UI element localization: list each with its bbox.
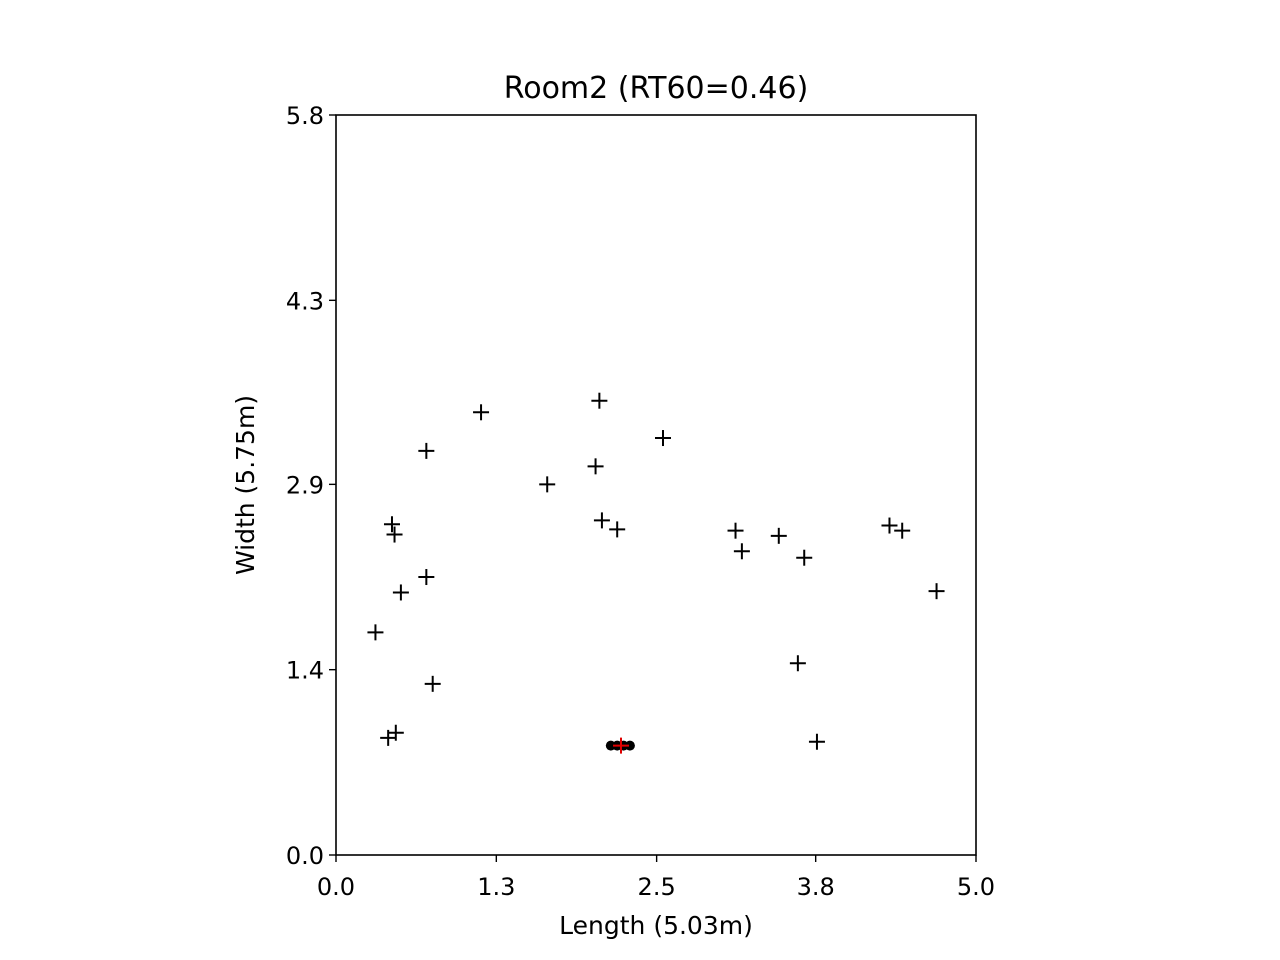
plus-point [654,430,671,447]
plus-point [593,512,610,529]
plus-point [591,392,608,409]
y-axis-label: Width (5.75m) [231,395,260,575]
plus-point [770,527,787,544]
plus-point [418,442,435,459]
plus-point [539,476,556,493]
plus-point [387,724,404,741]
y-tick-label: 4.3 [286,287,324,315]
plus-point [473,404,490,421]
plus-point [383,516,400,533]
y-tick-label: 0.0 [286,842,324,870]
plus-point [789,655,806,672]
chart-title: Room2 (RT60=0.46) [504,71,809,106]
x-tick-label: 0.0 [317,873,355,901]
x-tick-label: 2.5 [638,873,676,901]
plus-point [386,526,403,543]
plus-point [796,549,813,566]
array-point [624,740,635,751]
plus-point [418,569,435,586]
y-axis-ticks: 0.0 1.4 2.9 4.3 5.8 [286,102,336,870]
x-tick-label: 3.8 [797,873,835,901]
plus-point [894,522,911,539]
plus-point [424,675,441,692]
y-tick-label: 5.8 [286,102,324,130]
plot-frame [335,114,977,856]
plus-point [609,521,626,538]
plus-point [392,584,409,601]
x-tick-label: 1.3 [477,873,515,901]
plot-marks [367,392,945,754]
x-tick-label: 5.0 [957,873,995,901]
y-tick-label: 1.4 [286,657,324,685]
plus-point [733,543,750,560]
plus-point [928,583,945,600]
y-tick-label: 2.9 [286,471,324,499]
plus-point [808,733,825,750]
x-axis-label: Length (5.03m) [559,911,753,940]
plus-point [881,517,898,534]
x-axis-ticks: 0.0 1.3 2.5 3.8 5.0 [317,855,995,901]
plus-point [367,624,384,641]
source-point [613,737,630,754]
plus-point [587,458,604,475]
plus-point [727,522,744,539]
